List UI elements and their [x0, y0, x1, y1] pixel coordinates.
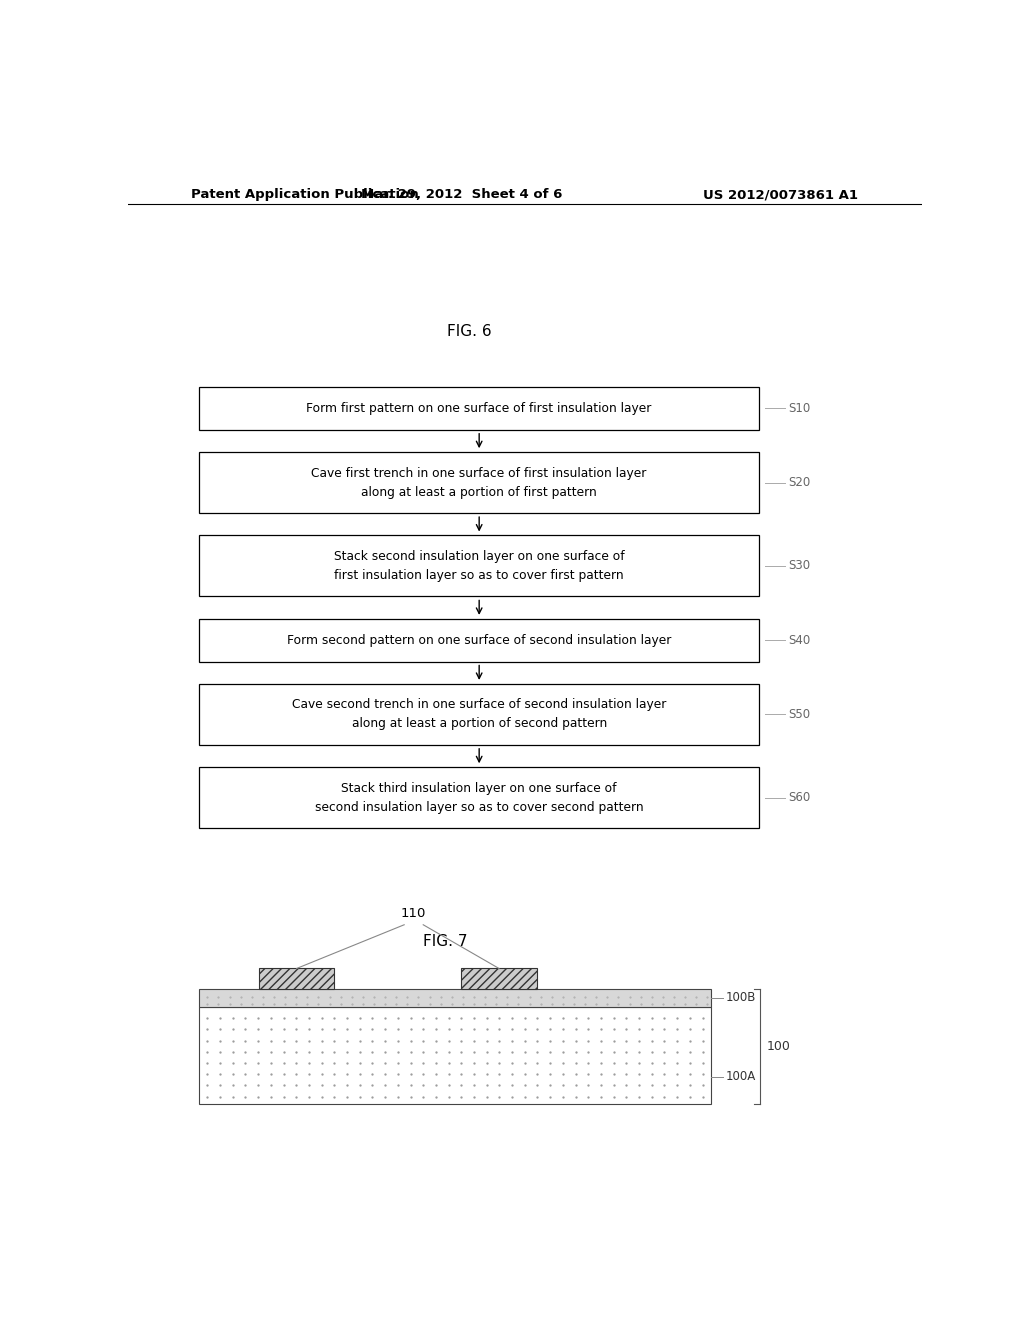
Text: Mar. 29, 2012  Sheet 4 of 6: Mar. 29, 2012 Sheet 4 of 6 [360, 189, 562, 202]
Text: FIG. 6: FIG. 6 [446, 323, 492, 339]
Bar [200, 767, 759, 828]
Bar [200, 989, 712, 1007]
Text: Cave second trench in one surface of second insulation layer
along at least a po: Cave second trench in one surface of sec… [292, 698, 667, 730]
Text: FIG. 7: FIG. 7 [423, 933, 468, 949]
Text: 100A: 100A [726, 1071, 756, 1084]
Bar [200, 536, 759, 597]
Text: S50: S50 [788, 708, 810, 721]
Text: 100B: 100B [726, 991, 756, 1005]
Text: S30: S30 [788, 560, 810, 573]
Text: S10: S10 [788, 401, 811, 414]
Text: Form first pattern on one surface of first insulation layer: Form first pattern on one surface of fir… [306, 401, 652, 414]
Text: Cave first trench in one surface of first insulation layer
along at least a port: Cave first trench in one surface of firs… [311, 467, 647, 499]
Bar [200, 453, 759, 513]
Bar [200, 684, 759, 744]
Text: Stack third insulation layer on one surface of
second insulation layer so as to : Stack third insulation layer on one surf… [314, 781, 643, 813]
Bar [462, 969, 537, 989]
Text: S20: S20 [788, 477, 811, 490]
Text: Patent Application Publication: Patent Application Publication [191, 189, 419, 202]
Bar [259, 969, 334, 989]
Bar [200, 1007, 712, 1104]
Text: 110: 110 [401, 907, 426, 920]
Text: Form second pattern on one surface of second insulation layer: Form second pattern on one surface of se… [287, 634, 672, 647]
Bar [200, 387, 759, 430]
Text: S60: S60 [788, 791, 811, 804]
Text: US 2012/0073861 A1: US 2012/0073861 A1 [703, 189, 858, 202]
Text: S40: S40 [788, 634, 811, 647]
Text: Stack second insulation layer on one surface of
first insulation layer so as to : Stack second insulation layer on one sur… [334, 550, 625, 582]
Bar [200, 619, 759, 661]
Text: 100: 100 [767, 1040, 791, 1053]
